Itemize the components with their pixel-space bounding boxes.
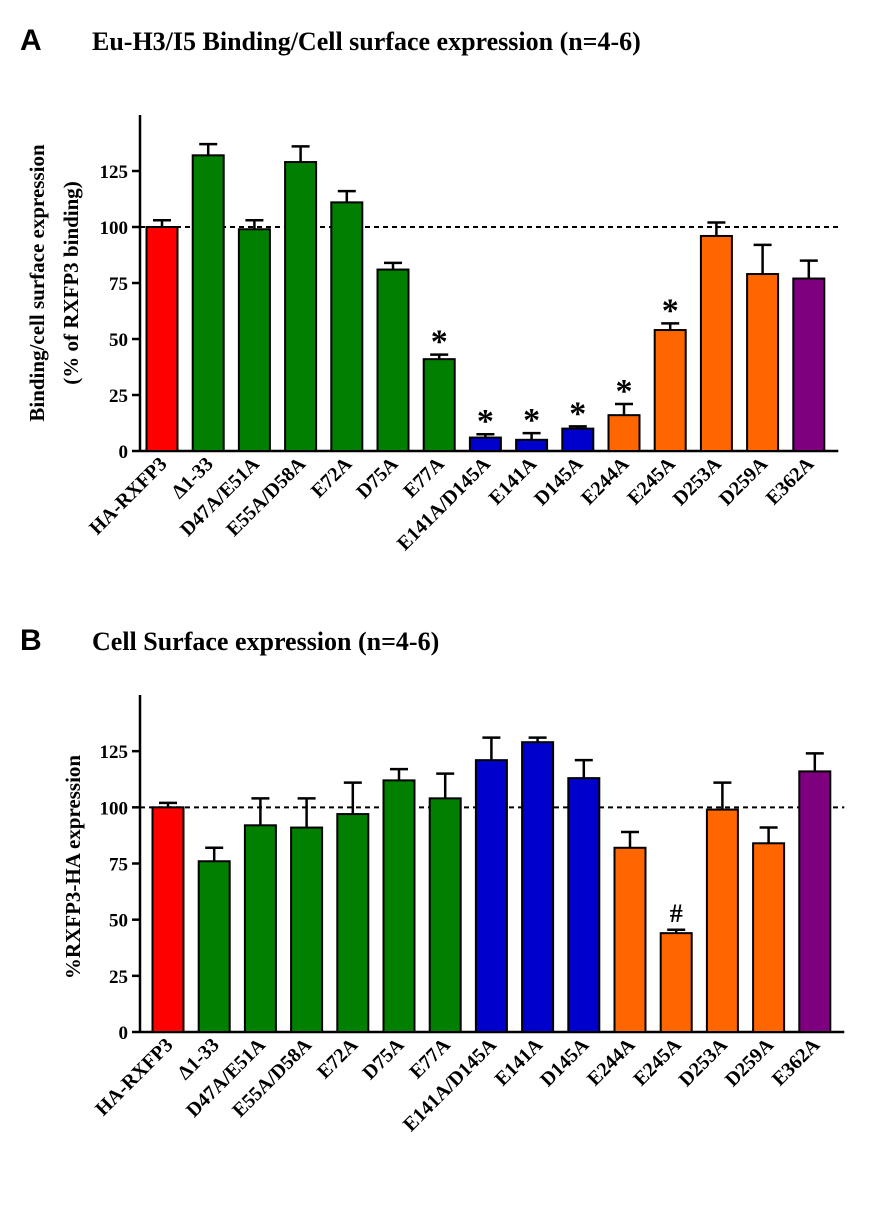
panel-a-category-label: E245A bbox=[623, 453, 680, 510]
panel-b-plot: 0255075100125HA-RXFP3Δ1-33D47A/E51AE55A/… bbox=[91, 695, 845, 1136]
panel-b-bar bbox=[243, 824, 277, 1033]
panel-b-bar bbox=[613, 846, 647, 1033]
panel-a-bar bbox=[191, 154, 225, 452]
panel-b-ylabel-line1: %RXFP3-HA expression bbox=[61, 755, 85, 980]
panel-b-y-tick-label: 100 bbox=[100, 798, 129, 819]
panel-b-category-label: HA-RXFP3 bbox=[91, 1034, 177, 1120]
panel-a-significance-star: * bbox=[431, 324, 448, 361]
panel-b-y-tick-label: 75 bbox=[109, 855, 128, 876]
panel-b-category-label: D259A bbox=[721, 1034, 779, 1092]
panel-b-bar bbox=[197, 860, 231, 1034]
panel-a-category-label: E72A bbox=[307, 453, 357, 503]
panel-b-bar bbox=[474, 759, 508, 1033]
panel-a-category-label: D75A bbox=[352, 453, 403, 504]
panel-b-y-tick-label: 25 bbox=[109, 967, 128, 988]
panel-b-bar bbox=[798, 770, 832, 1033]
panel-b-category-label: D75A bbox=[358, 1034, 409, 1085]
panel-a-bar bbox=[284, 161, 318, 452]
panel-b-bar bbox=[336, 813, 370, 1033]
panel-b-bar bbox=[151, 806, 185, 1033]
panel-a-category-label: E362A bbox=[762, 453, 819, 510]
panel-a-bar bbox=[746, 273, 780, 453]
panel-a-y-tick-label: 50 bbox=[109, 330, 128, 351]
panel-b-bar bbox=[752, 842, 786, 1034]
panel-b-y-axis-label: %RXFP3-HA expression bbox=[61, 755, 85, 980]
panel-a-ylabel-line2: (% of RXFP3 binding) bbox=[59, 181, 83, 385]
panel-a-plot: 0255075100125HA-RXFP3Δ1-33D47A/E51AE55A/… bbox=[85, 115, 839, 555]
panel-a-significance-star: * bbox=[569, 395, 586, 432]
panel-a-y-axis-label: Binding/cell surface expression (% of RX… bbox=[25, 144, 83, 422]
panel-a-significance-star: * bbox=[662, 292, 679, 329]
panel-b-letter: B bbox=[20, 624, 42, 657]
panel-a-category-label: D259A bbox=[715, 453, 773, 511]
panel-a-category-label: E244A bbox=[577, 453, 634, 510]
panel-a-significance-star: * bbox=[616, 373, 633, 410]
panel-a-category-label: D145A bbox=[530, 453, 588, 511]
panel-b-y-tick-label: 125 bbox=[100, 742, 129, 763]
panel-a-bar bbox=[468, 436, 502, 452]
panel-b: B Cell Surface expression (n=4-6) %RXFP3… bbox=[20, 624, 845, 1136]
panel-a-bar bbox=[145, 226, 179, 452]
panel-a-bar bbox=[515, 438, 549, 452]
panel-b-significance-hash: # bbox=[670, 899, 683, 928]
panel-b-y-tick-label: 50 bbox=[109, 911, 128, 932]
panel-a-letter: A bbox=[20, 24, 42, 57]
panel-b-category-label: D253A bbox=[675, 1034, 733, 1092]
panel-a-category-label: E141A bbox=[485, 453, 542, 510]
panel-b-category-label: E72A bbox=[313, 1034, 363, 1084]
panel-a-bar bbox=[376, 268, 410, 452]
panel-b-y-tick-label: 0 bbox=[119, 1023, 129, 1044]
panel-a-bar bbox=[330, 201, 364, 452]
panel-a-bar bbox=[607, 414, 641, 453]
panel-a-bar bbox=[237, 228, 271, 452]
panel-a-y-tick-label: 125 bbox=[100, 162, 129, 183]
panel-b-category-label: E362A bbox=[768, 1034, 825, 1091]
panel-a-title: Eu-H3/I5 Binding/Cell surface expression… bbox=[92, 27, 641, 56]
panel-a-bar bbox=[561, 427, 595, 453]
panel-a-category-label: HA-RXFP3 bbox=[85, 453, 171, 539]
panel-a-significance-star: * bbox=[477, 403, 494, 440]
panel-a-bar bbox=[792, 277, 826, 452]
panel-a-y-tick-label: 0 bbox=[119, 442, 129, 463]
panel-b-title: Cell Surface expression (n=4-6) bbox=[92, 627, 439, 656]
panel-a-bar bbox=[422, 358, 456, 452]
panel-a-category-label: D253A bbox=[669, 453, 727, 511]
panel-a-y-tick-label: 75 bbox=[109, 274, 128, 295]
panel-b-category-label: D145A bbox=[536, 1034, 594, 1092]
panel-a-ylabel-line1: Binding/cell surface expression bbox=[25, 144, 49, 422]
panel-b-bar bbox=[382, 779, 416, 1034]
panel-a-bar bbox=[699, 234, 733, 452]
panel-a-significance-star: * bbox=[523, 402, 540, 439]
panel-a-bar bbox=[653, 329, 687, 453]
panel-a-y-tick-label: 100 bbox=[100, 218, 129, 239]
panel-b-category-label: E245A bbox=[629, 1034, 686, 1091]
panel-a-y-tick-label: 25 bbox=[109, 386, 128, 407]
panel-b-bar bbox=[705, 808, 739, 1034]
panel-b-bar bbox=[521, 741, 555, 1033]
panel-b-bar bbox=[659, 932, 693, 1033]
panel-b-bar bbox=[567, 777, 601, 1033]
panel-a: A Eu-H3/I5 Binding/Cell surface expressi… bbox=[20, 24, 839, 555]
panel-b-category-label: E244A bbox=[583, 1034, 640, 1091]
panel-b-category-label: E141A bbox=[491, 1034, 548, 1091]
panel-b-bar bbox=[290, 826, 324, 1034]
panel-b-bar bbox=[428, 797, 462, 1034]
